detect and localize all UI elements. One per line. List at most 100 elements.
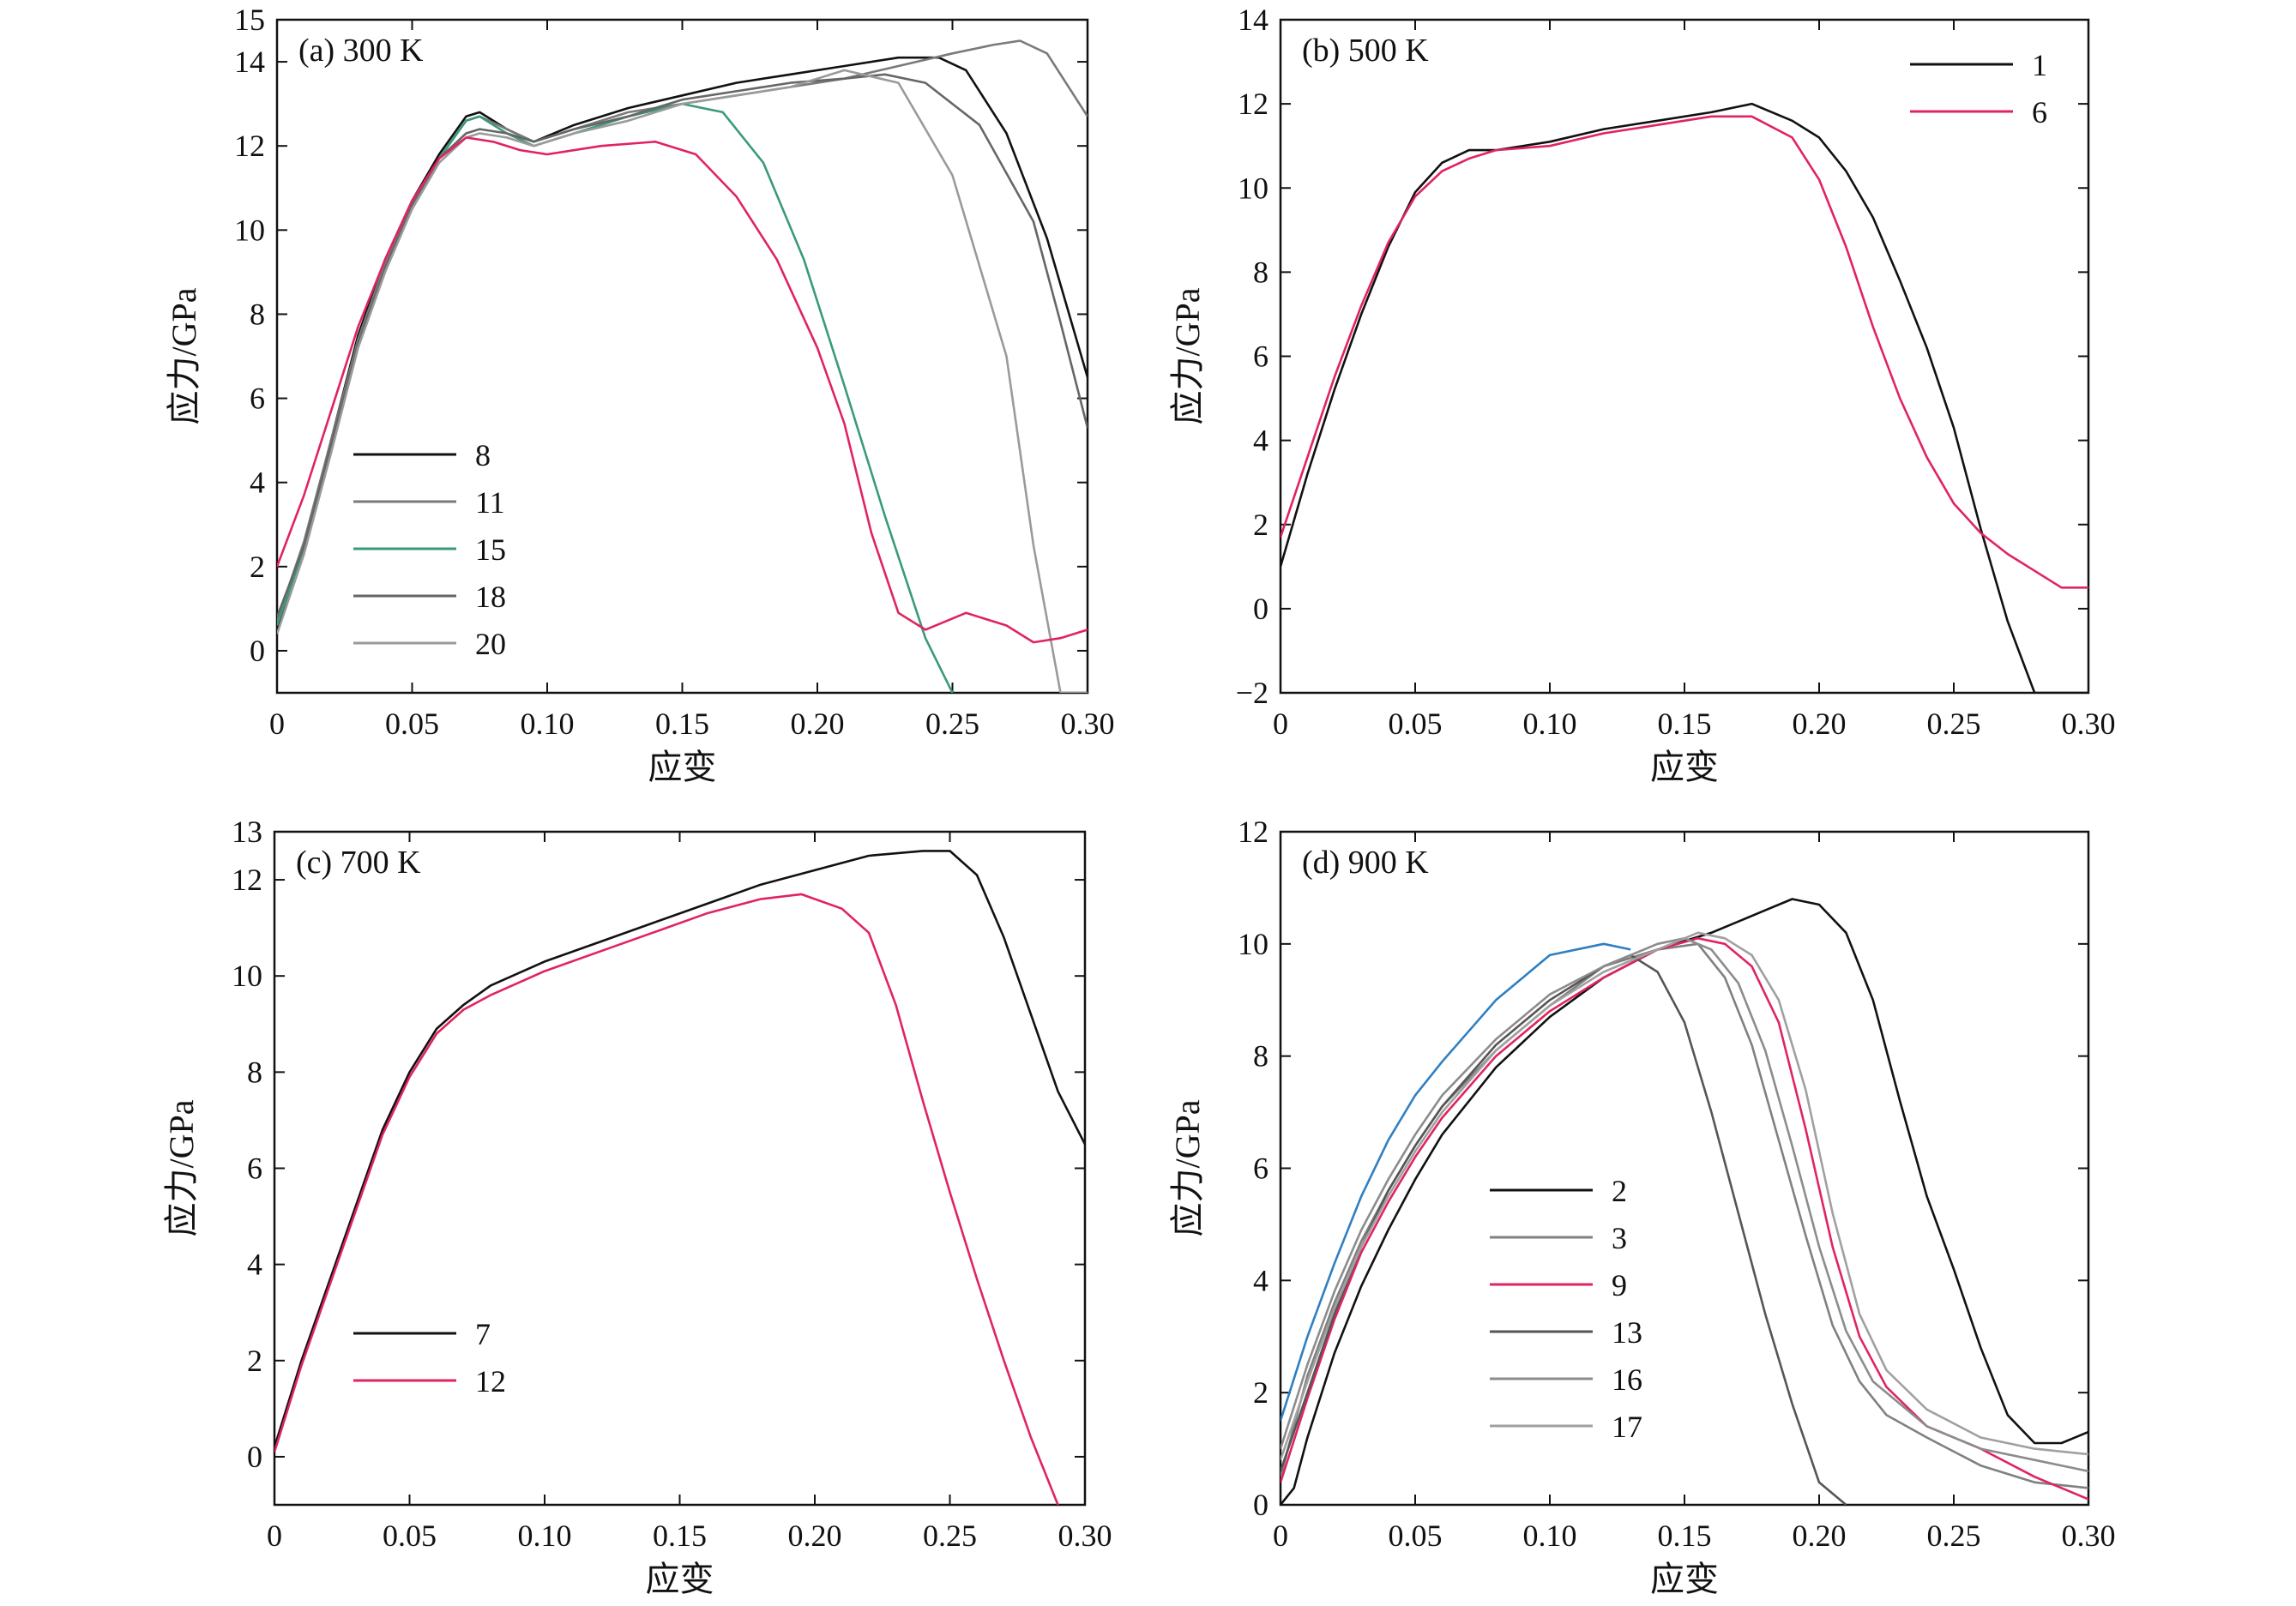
x-tick-label: 0.10 bbox=[521, 707, 575, 741]
legend-label-6: 6 bbox=[2032, 95, 2047, 129]
x-tick-label: 0 bbox=[1273, 707, 1288, 741]
y-tick-label: 2 bbox=[247, 1344, 262, 1378]
x-tick-label: 0.25 bbox=[923, 1519, 977, 1553]
x-axis-label: 应变 bbox=[646, 1560, 714, 1598]
y-tick-label: 0 bbox=[1253, 1488, 1269, 1522]
x-tick-label: 0.30 bbox=[2062, 1519, 2116, 1553]
x-tick-label: 0.10 bbox=[1523, 707, 1577, 741]
legend-label-1: 1 bbox=[2032, 48, 2047, 82]
chart-panels: 0 0.05 0.10 0.15 0.20 0.25 0.300246810121415应变… bbox=[162, 3, 2116, 1598]
x-tick-label: 0.20 bbox=[791, 707, 845, 741]
series-line-18 bbox=[277, 73, 1088, 618]
y-tick-label: 0 bbox=[1253, 592, 1269, 626]
y-tick-label: 10 bbox=[1238, 927, 1269, 961]
y-tick-label: 10 bbox=[232, 959, 262, 993]
x-tick-label: 0.10 bbox=[518, 1519, 572, 1553]
series-group bbox=[1281, 898, 2088, 1505]
legend-label-16: 16 bbox=[1612, 1362, 1642, 1397]
series-line-6 bbox=[1281, 115, 2088, 589]
panel-label: (d) 900 K bbox=[1302, 845, 1429, 881]
y-tick-label: 4 bbox=[1253, 1263, 1269, 1297]
series-line-12 bbox=[274, 893, 1059, 1505]
series-line-20 bbox=[277, 69, 1088, 693]
y-tick-label: 6 bbox=[1253, 340, 1269, 374]
series-line-8 bbox=[277, 56, 1088, 630]
y-tick-label: 8 bbox=[1253, 1039, 1269, 1074]
legend-label-15: 15 bbox=[475, 532, 506, 567]
legend-label-12: 12 bbox=[475, 1364, 506, 1398]
legend-label-18: 18 bbox=[475, 580, 506, 614]
x-tick-label: 0.15 bbox=[1658, 1519, 1712, 1553]
y-tick-label: 10 bbox=[1238, 171, 1269, 205]
y-axis-label: 应力/GPa bbox=[1168, 287, 1207, 424]
legend-label-11: 11 bbox=[475, 485, 505, 520]
series-line-9 bbox=[1281, 937, 2088, 1501]
panel-label: (c) 700 K bbox=[296, 845, 421, 881]
x-tick-label: 0 bbox=[1273, 1519, 1288, 1553]
y-tick-label: −2 bbox=[1236, 676, 1269, 710]
y-axis-label: 应力/GPa bbox=[1168, 1099, 1207, 1236]
y-tick-label: 2 bbox=[1253, 1375, 1269, 1410]
panel-1: 0 0.05 0.10 0.15 0.20 0.25 0.30−202468101214应变… bbox=[1168, 3, 2116, 786]
series-group bbox=[277, 39, 1088, 693]
x-tick-label: 0.30 bbox=[1061, 707, 1115, 741]
legend-label-20: 20 bbox=[475, 627, 506, 661]
x-tick-label: 0.15 bbox=[653, 1519, 707, 1553]
x-tick-label: 0.30 bbox=[1058, 1519, 1112, 1553]
y-tick-label: 6 bbox=[247, 1152, 262, 1186]
y-tick-label: 2 bbox=[250, 550, 265, 584]
y-tick-label: 6 bbox=[1253, 1152, 1269, 1186]
y-tick-label: 15 bbox=[234, 3, 265, 37]
legend-label-3: 3 bbox=[1612, 1221, 1627, 1255]
y-tick-label: 14 bbox=[1238, 3, 1269, 37]
x-tick-label: 0.10 bbox=[1523, 1519, 1577, 1553]
x-axis-label: 应变 bbox=[648, 748, 717, 786]
x-axis-label: 应变 bbox=[1650, 1560, 1719, 1598]
legend-label-2: 2 bbox=[1612, 1174, 1627, 1208]
series-line-7 bbox=[274, 850, 1085, 1448]
y-axis-label: 应力/GPa bbox=[162, 1099, 201, 1236]
legend-label-13: 13 bbox=[1612, 1315, 1642, 1350]
plot-frame bbox=[273, 830, 1087, 1507]
plot-frame bbox=[275, 18, 1089, 695]
x-tick-label: 0.15 bbox=[1658, 707, 1712, 741]
x-tick-label: 0.05 bbox=[385, 707, 439, 741]
legend-label-17: 17 bbox=[1612, 1410, 1642, 1444]
x-tick-label: 0.05 bbox=[1389, 1519, 1443, 1553]
y-tick-label: 0 bbox=[250, 634, 265, 668]
panel-0: 0 0.05 0.10 0.15 0.20 0.25 0.30 0 2 4 6 8 10 12 14 15 应变… bbox=[165, 3, 1115, 786]
x-tick-label: 0.05 bbox=[383, 1519, 437, 1553]
y-tick-label: 12 bbox=[1238, 815, 1269, 849]
x-tick-label: 0.25 bbox=[925, 707, 979, 741]
legend-label-7: 7 bbox=[475, 1317, 491, 1351]
x-tick-label: 0.25 bbox=[1927, 1519, 1981, 1553]
y-tick-label: 2 bbox=[1253, 508, 1269, 542]
x-tick-label: 0.20 bbox=[1793, 707, 1847, 741]
series-line-extra-6 bbox=[1281, 942, 1631, 1422]
y-axis-label: 应力/GPa bbox=[165, 287, 203, 424]
x-tick-label: 0.15 bbox=[655, 707, 709, 741]
x-tick-label: 0 bbox=[267, 1519, 282, 1553]
y-tick-label: 8 bbox=[247, 1055, 262, 1089]
x-tick-label: 0.20 bbox=[1793, 1519, 1847, 1553]
y-tick-label: 13 bbox=[232, 815, 262, 849]
y-tick-label: 8 bbox=[1253, 255, 1269, 289]
y-tick-label: 12 bbox=[234, 129, 265, 163]
panel-3: 0 0.05 0.10 0.15 0.20 0.25 0.30 0 2 4 6 8 10 12 应变 应力/G… bbox=[1168, 815, 2116, 1598]
legend-label-8: 8 bbox=[475, 438, 491, 472]
y-tick-label: 4 bbox=[1253, 424, 1269, 458]
x-tick-label: 0.25 bbox=[1927, 707, 1981, 741]
series-line-2 bbox=[1281, 898, 2088, 1505]
series-group bbox=[1281, 102, 2088, 693]
panel-label: (b) 500 K bbox=[1302, 33, 1429, 69]
x-tick-label: 0.05 bbox=[1389, 707, 1443, 741]
x-tick-label: 0.20 bbox=[788, 1519, 842, 1553]
y-tick-label: 12 bbox=[232, 863, 262, 897]
panel-label: (a) 300 K bbox=[298, 33, 424, 69]
x-axis-label: 应变 bbox=[1650, 748, 1719, 786]
x-tick-label: 0 bbox=[269, 707, 285, 741]
panel-2: 0 0.05 0.10 0.15 0.20 0.25 0.30 0 2 4 6 8 10 12 13 应变 应力… bbox=[162, 815, 1112, 1598]
series-line-17 bbox=[1281, 931, 2088, 1461]
y-tick-label: 14 bbox=[234, 45, 265, 79]
